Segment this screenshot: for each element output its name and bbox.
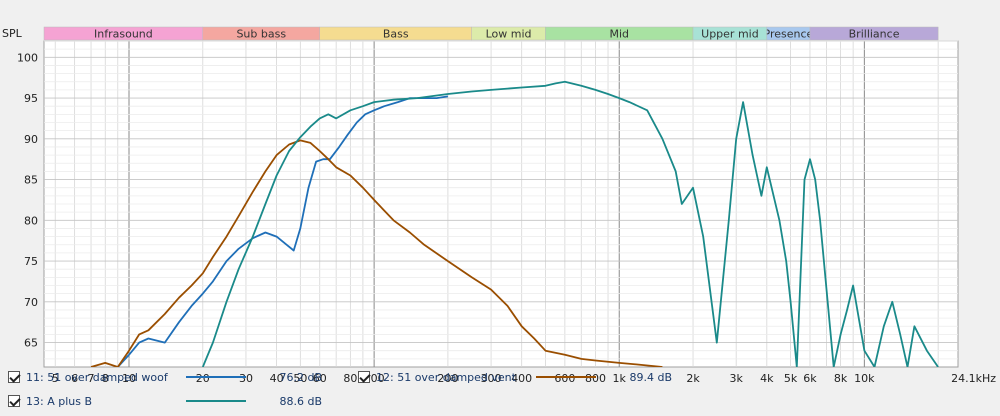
checkbox-icon[interactable] — [8, 371, 20, 383]
legend-swatch — [186, 400, 246, 402]
band-bass: Bass — [319, 26, 472, 41]
legend-label: 13: A plus B — [26, 394, 93, 408]
legend-label: 12: 51 over damped vent — [376, 370, 516, 384]
svg-text:Infrasound: Infrasound — [94, 28, 153, 41]
x-tick-label: 5k — [784, 372, 798, 385]
band-upper-mid: Upper mid — [692, 26, 768, 41]
series-line-2 — [90, 139, 663, 367]
band-presence: Presence — [764, 26, 814, 41]
y-tick-label: 65 — [24, 337, 38, 350]
frequency-bands: Infrasound Sub bass Bass Low mid Mid Upper mi… — [43, 26, 939, 41]
x-tick-label: 8k — [834, 372, 848, 385]
x-tick-label: 24.1kHz — [951, 372, 996, 385]
x-tick-label: 7 — [88, 372, 95, 385]
legend-swatch — [186, 376, 246, 378]
svg-text:Upper mid: Upper mid — [701, 28, 759, 41]
svg-text:Brilliance: Brilliance — [849, 28, 900, 41]
x-tick-label: 6k — [803, 372, 817, 385]
legend-label: 11: 51 over damped woof — [26, 370, 168, 384]
svg-text:Sub bass: Sub bass — [236, 28, 286, 41]
x-tick-label: 200 — [437, 372, 458, 385]
x-tick-label: 600 — [554, 372, 575, 385]
x-tick-label: 10k — [854, 372, 875, 385]
svg-text:Mid: Mid — [609, 28, 629, 41]
x-tick-label: 300 — [481, 372, 502, 385]
y-axis-ticks: 65 70 75 80 85 90 95 100 — [17, 51, 38, 349]
y-tick-label: 100 — [17, 51, 38, 64]
x-tick-label: 400 — [511, 372, 532, 385]
x-tick-label: 1k — [613, 372, 627, 385]
y-tick-label: 70 — [24, 296, 38, 309]
x-tick-label: 50 — [293, 372, 307, 385]
band-brilliance: Brilliance — [809, 26, 939, 41]
x-tick-label: 30 — [239, 372, 253, 385]
y-tick-label: 90 — [24, 133, 38, 146]
svg-text:Low mid: Low mid — [486, 28, 532, 41]
series-line-1 — [117, 95, 449, 367]
x-tick-label: 6 — [71, 372, 78, 385]
y-tick-label: 85 — [24, 174, 38, 187]
svg-text:Bass: Bass — [383, 28, 409, 41]
series-lines — [90, 80, 939, 367]
x-tick-label: 10 — [122, 372, 136, 385]
x-tick-label: 800 — [585, 372, 606, 385]
svg-text:Presence: Presence — [764, 28, 814, 41]
band-infrasound: Infrasound — [43, 26, 204, 41]
legend: 11: 51 over damped woof 76.2 dB 12: 51 o… — [0, 366, 1000, 416]
series-line-3 — [201, 80, 939, 367]
y-tick-label: 80 — [24, 214, 38, 227]
x-tick-label: 4k — [760, 372, 774, 385]
x-axis-ticks: 5 6 7 8 10 20 30 40 50 60 80 100 200 300 400 600 800 1k 2k… — [52, 372, 996, 385]
checkbox-icon[interactable] — [8, 395, 20, 407]
y-axis-label: SPL — [2, 27, 23, 40]
legend-value: 88.6 dB — [279, 394, 322, 408]
legend-swatch — [536, 376, 596, 378]
band-sub-bass: Sub bass — [202, 26, 320, 41]
y-tick-label: 95 — [24, 92, 38, 105]
x-tick-label: 8 — [102, 372, 109, 385]
grid-lines — [44, 40, 958, 367]
legend-item-woof[interactable]: 11: 51 over damped woof 76.2 dB — [8, 368, 322, 386]
checkbox-icon[interactable] — [358, 371, 370, 383]
x-tick-label: 60 — [313, 372, 327, 385]
legend-item-a-plus-b[interactable]: 13: A plus B 88.6 dB — [8, 392, 322, 410]
band-low-mid: Low mid — [471, 26, 546, 41]
x-tick-label: 40 — [270, 372, 284, 385]
y-tick-label: 75 — [24, 255, 38, 268]
x-tick-label: 2k — [686, 372, 700, 385]
band-mid: Mid — [545, 26, 694, 41]
legend-item-vent[interactable]: 12: 51 over damped vent 89.4 dB — [358, 368, 672, 386]
legend-value: 76.2 dB — [279, 370, 322, 384]
legend-value: 89.4 dB — [629, 370, 672, 384]
x-tick-label: 80 — [343, 372, 357, 385]
x-tick-label: 20 — [196, 372, 210, 385]
x-tick-label: 5 — [52, 372, 59, 385]
x-tick-label: 3k — [730, 372, 744, 385]
